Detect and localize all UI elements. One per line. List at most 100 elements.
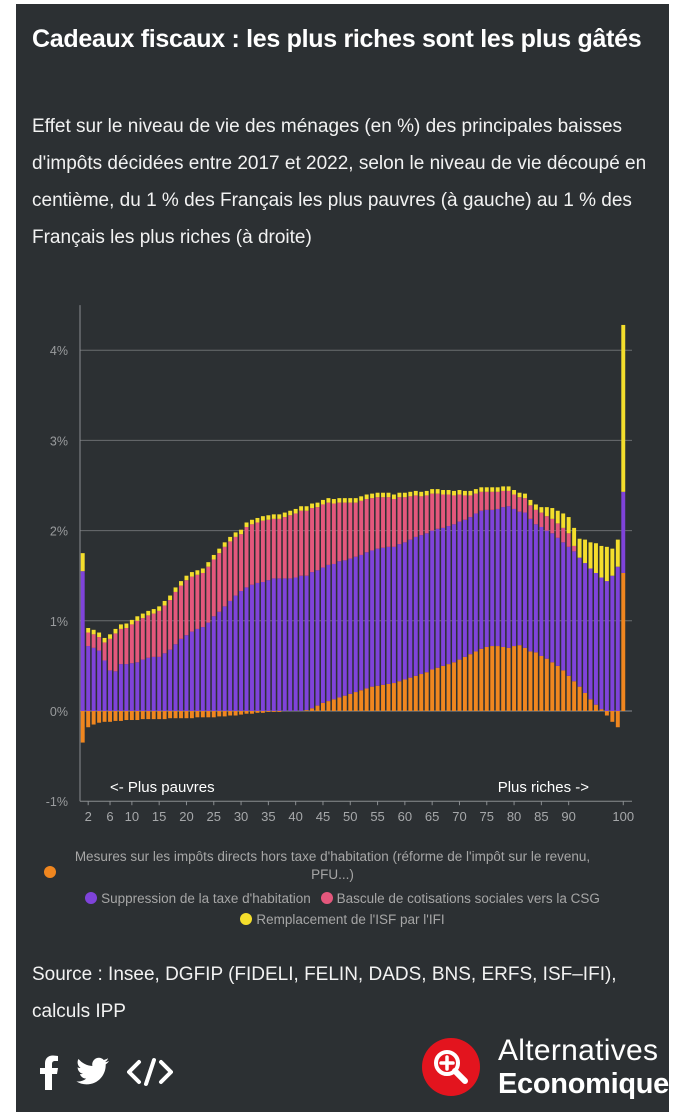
bar-segment[interactable] [462,656,467,711]
bar-segment[interactable] [113,633,118,672]
bar-segment[interactable] [435,493,440,529]
bar-segment[interactable] [594,543,598,573]
bar-segment[interactable] [337,502,342,562]
bar-segment[interactable] [413,536,418,676]
bar-segment[interactable] [331,699,336,711]
bar-segment[interactable] [353,556,358,693]
bar-segment[interactable] [430,530,435,670]
bar-segment[interactable] [490,509,495,647]
bar-segment[interactable] [288,515,293,579]
bar-segment[interactable] [244,522,249,527]
bar-segment[interactable] [206,622,211,711]
legend-item-csg[interactable]: Bascule de cotisations sociales vers la … [320,890,600,908]
bar-segment[interactable] [610,575,615,711]
bar-segment[interactable] [495,646,500,711]
bar-segment[interactable] [140,659,145,711]
bar-segment[interactable] [157,656,162,711]
bar-segment[interactable] [386,497,391,547]
bar-segment[interactable] [151,656,156,711]
bar-segment[interactable] [146,711,151,720]
bar-segment[interactable] [211,554,216,560]
bar-segment[interactable] [304,506,309,511]
bar-segment[interactable] [479,491,484,511]
bar-segment[interactable] [299,510,304,576]
bar-segment[interactable] [200,572,205,628]
bar-segment[interactable] [533,652,538,711]
bar-segment[interactable] [566,675,571,711]
bar-segment[interactable] [583,563,588,693]
twitter-icon[interactable] [76,1057,110,1092]
bar-segment[interactable] [506,486,511,491]
bar-segment[interactable] [348,558,353,694]
bar-segment[interactable] [129,711,134,721]
bar-segment[interactable] [233,595,238,711]
bar-segment[interactable] [91,647,96,711]
bar-segment[interactable] [315,502,320,508]
bar-segment[interactable] [364,494,369,500]
bar-segment[interactable] [599,709,604,711]
bar-segment[interactable] [544,516,549,531]
bar-segment[interactable] [271,514,276,519]
bar-segment[interactable] [430,669,435,711]
bar-segment[interactable] [528,651,533,711]
bar-segment[interactable] [200,568,205,573]
bar-segment[interactable] [331,503,336,564]
bar-segment[interactable] [364,552,369,689]
bar-segment[interactable] [97,632,102,638]
bar-segment[interactable] [288,578,293,711]
bar-segment[interactable] [375,492,380,498]
bar-segment[interactable] [233,711,238,716]
bar-segment[interactable] [102,637,107,643]
bar-segment[interactable] [282,578,287,711]
bar-segment[interactable] [315,507,320,571]
bar-segment[interactable] [397,544,402,682]
bar-segment[interactable] [86,646,91,711]
bar-segment[interactable] [108,711,112,722]
bar-segment[interactable] [375,548,380,686]
bar-segment[interactable] [173,591,178,645]
bar-segment[interactable] [102,711,107,722]
bar-segment[interactable] [555,510,560,524]
bar-segment[interactable] [561,670,566,711]
bar-segment[interactable] [473,493,478,514]
bar-segment[interactable] [266,580,271,711]
bar-segment[interactable] [621,572,626,711]
bar-segment[interactable] [129,663,134,711]
bar-segment[interactable] [517,511,522,646]
bar-segment[interactable] [381,492,385,498]
bar-segment[interactable] [239,529,244,535]
bar-segment[interactable] [168,600,173,650]
bar-segment[interactable] [118,711,123,721]
bar-segment[interactable] [572,527,577,546]
bar-segment[interactable] [250,519,254,525]
bar-segment[interactable] [550,508,555,519]
bar-segment[interactable] [277,518,282,579]
bar-segment[interactable] [129,619,134,625]
bar-segment[interactable] [118,624,123,629]
bar-segment[interactable] [523,647,527,711]
bar-segment[interactable] [293,513,298,578]
bar-segment[interactable] [539,512,544,527]
bar-segment[interactable] [157,610,162,657]
bar-segment[interactable] [293,577,298,712]
bar-segment[interactable] [200,627,205,711]
bar-segment[interactable] [326,701,331,711]
bar-segment[interactable] [260,520,265,583]
bar-segment[interactable] [179,585,183,639]
bar-segment[interactable] [566,533,571,547]
bar-segment[interactable] [102,642,107,661]
bar-segment[interactable] [577,686,582,711]
bar-segment[interactable] [206,562,211,567]
bar-segment[interactable] [572,681,577,711]
bar-segment[interactable] [468,517,473,655]
bar-segment[interactable] [566,517,571,534]
bar-segment[interactable] [310,572,315,709]
bar-segment[interactable] [168,595,173,601]
bar-segment[interactable] [140,711,145,720]
bar-segment[interactable] [102,660,107,711]
bar-segment[interactable] [173,644,178,711]
bar-segment[interactable] [599,545,604,578]
bar-segment[interactable] [446,526,451,665]
bar-segment[interactable] [484,491,489,510]
bar-segment[interactable] [266,515,271,520]
